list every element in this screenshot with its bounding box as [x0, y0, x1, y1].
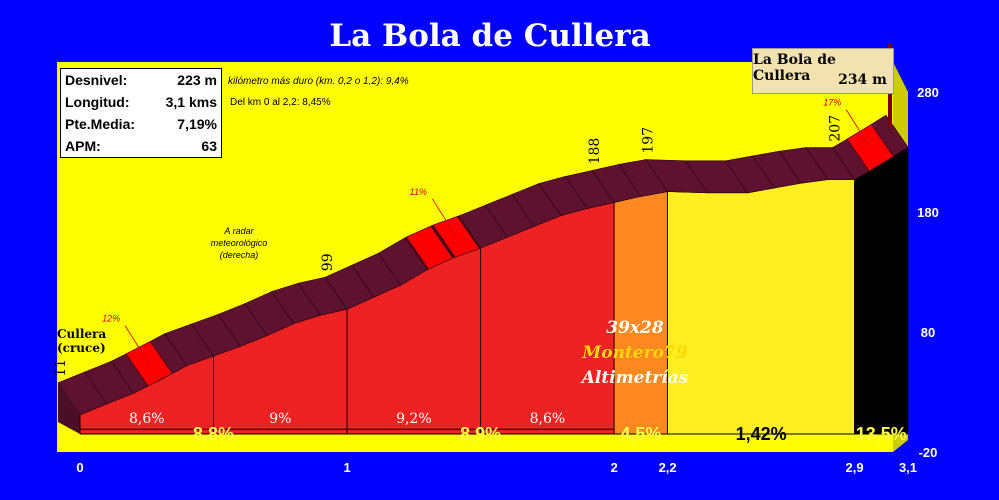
start-name: Cullera [57, 327, 107, 341]
stat-row-longitud: Longitud: 3,1 kms [61, 91, 221, 113]
stat-label: APM: [65, 138, 101, 154]
stat-value: 223 m [177, 72, 217, 88]
peak-altitude: 234 m [838, 72, 887, 88]
x-tick-label: 1 [343, 460, 350, 475]
segment-gradient-label: 8,6% [530, 411, 566, 427]
radar-note-line: (derecha) [219, 250, 259, 260]
steep-leader [124, 325, 150, 364]
x-tick-label: 3,1 [899, 460, 917, 475]
stats-box: Desnivel: 223 m Longitud: 3,1 kms Pte.Medi… [60, 68, 222, 158]
radar-note: A radar meteorológico (derecha) [193, 225, 285, 261]
km-gradient-label: 1,42% [736, 424, 787, 444]
watermark-size: 39x28 [606, 318, 664, 338]
x-tick-label: 2,2 [659, 460, 677, 475]
y-tick-label: 180 [917, 205, 939, 220]
start-label: Cullera (cruce) [57, 327, 106, 355]
peak-label: La Bola de Cullera 234 m [752, 48, 894, 94]
stat-value: 63 [201, 138, 217, 154]
watermark-brand: Altimetrías [581, 368, 689, 388]
km-gradient-label: 8,9% [460, 424, 501, 444]
watermark-author: Montero79 [582, 343, 688, 363]
gradient-segment [667, 179, 855, 435]
stat-value: 7,19% [177, 116, 217, 132]
km-gradient-label: 8,8% [193, 424, 234, 444]
y-tick-label: 80 [921, 325, 935, 340]
y-tick-label: -20 [919, 445, 938, 460]
segment-gradient-label: 8,6% [129, 411, 165, 427]
altitude-label: 99 [320, 253, 336, 271]
altitude-label: 197 [641, 127, 657, 154]
stat-label: Pte.Media: [65, 116, 136, 132]
x-tick-label: 2 [611, 460, 618, 475]
x-tick-label: 0 [76, 460, 83, 475]
x-tick-label: 2,9 [846, 460, 864, 475]
steep-leader [431, 198, 457, 238]
radar-note-line: A radar [224, 226, 254, 236]
km-gradient-label: 13,5% [856, 424, 907, 444]
radar-note-line: meteorológico [210, 238, 268, 248]
hardest-km-note: kilómetro más duro (km. 0,2 o 1,2): 9,4% [228, 76, 409, 87]
steep-section [846, 123, 894, 172]
stat-value: 3,1 kms [165, 94, 217, 110]
profile-start-wall [58, 382, 80, 434]
steep-section [405, 225, 454, 270]
stat-row-apm: APM: 63 [61, 135, 221, 157]
start-detail: (cruce) [57, 341, 106, 355]
stat-row-desnivel: Desnivel: 223 m [61, 69, 221, 91]
altitude-label: 11 [53, 359, 69, 377]
gradient-segment [613, 191, 668, 435]
y-tick-label: 280 [917, 85, 939, 100]
gradient-segment [854, 146, 909, 435]
peak-name: La Bola de Cullera [753, 52, 836, 84]
altitude-label: 188 [587, 138, 603, 165]
steep-label: 12% [102, 314, 120, 324]
chart-title: La Bola de Cullera [329, 18, 651, 54]
stat-label: Longitud: [65, 94, 130, 110]
segment-gradient-label: 9,2% [396, 411, 432, 427]
steep-section [432, 215, 480, 258]
altitude-label: 207 [828, 115, 844, 142]
km-range-note: Del km 0 al 2,2: 8,45% [230, 97, 331, 108]
steep-label: 17% [823, 98, 841, 108]
stat-row-pendiente: Pte.Media: 7,19% [61, 113, 221, 135]
km-gradient-label: 4,5% [620, 424, 661, 444]
steep-leader [845, 109, 871, 148]
stat-label: Desnivel: [65, 72, 128, 88]
segment-gradient-label: 9% [269, 411, 291, 427]
steep-label: 11% [410, 187, 427, 197]
